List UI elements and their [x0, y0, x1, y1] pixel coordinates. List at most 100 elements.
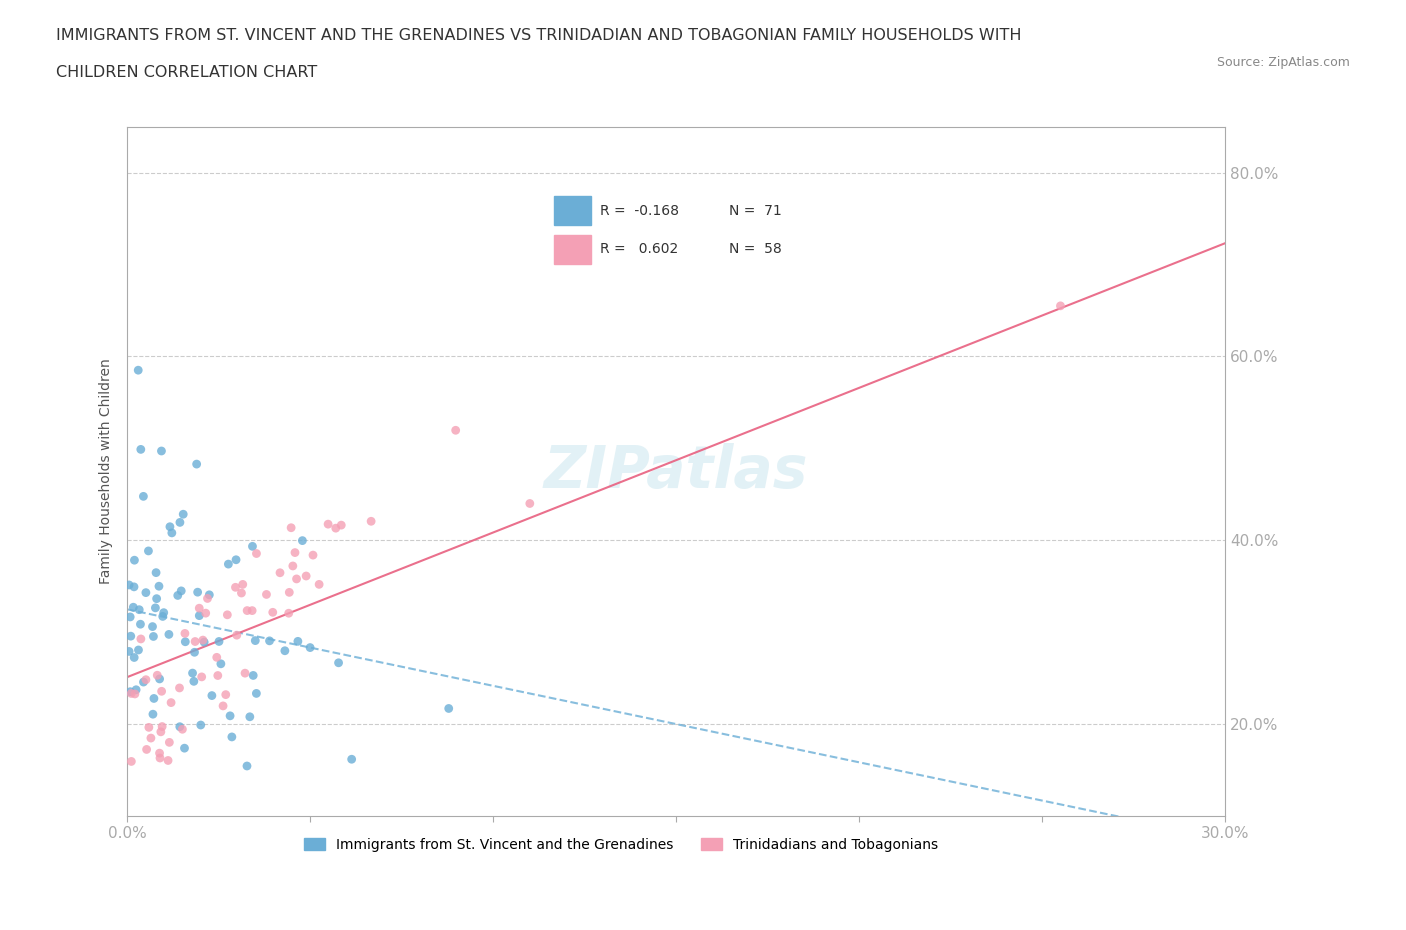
Point: [302, 548, 325, 563]
Point: [205, 650, 228, 665]
Point: [135, 672, 157, 687]
Point: [170, 583, 193, 598]
Point: [141, 619, 163, 634]
Point: [173, 740, 195, 755]
Point: [215, 687, 238, 702]
Point: [225, 628, 247, 643]
Point: [145, 565, 167, 580]
Point: [122, 650, 145, 665]
Point: [233, 666, 256, 681]
Point: [120, 754, 142, 769]
Point: [183, 644, 205, 659]
Point: [277, 605, 299, 620]
Point: [201, 688, 224, 703]
Point: [128, 603, 150, 618]
Point: [169, 681, 191, 696]
Point: [209, 657, 232, 671]
Point: [295, 568, 318, 583]
Point: [150, 719, 173, 734]
Point: [125, 683, 148, 698]
Point: [138, 543, 160, 558]
Point: [118, 578, 141, 592]
Point: [132, 489, 155, 504]
Point: [207, 668, 229, 683]
Point: [169, 719, 191, 734]
Point: [145, 591, 167, 606]
Point: [197, 591, 219, 605]
Point: [181, 666, 204, 681]
Point: [142, 629, 165, 644]
Point: [122, 600, 145, 615]
Point: [157, 735, 180, 750]
Point: [122, 579, 145, 594]
Point: [217, 557, 239, 572]
Point: [120, 609, 142, 624]
Point: [188, 608, 211, 623]
Point: [135, 585, 157, 600]
Point: [444, 423, 467, 438]
Point: [274, 644, 297, 658]
Point: [184, 634, 207, 649]
Point: [239, 710, 262, 724]
Point: [149, 751, 172, 765]
Point: [157, 627, 180, 642]
Point: [172, 507, 194, 522]
Point: [174, 626, 197, 641]
Point: [224, 580, 246, 595]
Point: [174, 634, 197, 649]
Point: [242, 538, 264, 553]
Point: [194, 605, 217, 620]
Point: [242, 668, 264, 683]
Point: [127, 643, 149, 658]
Point: [152, 609, 174, 624]
Point: [190, 670, 212, 684]
Point: [149, 724, 172, 739]
Point: [146, 668, 169, 683]
Point: [325, 521, 347, 536]
Point: [139, 731, 162, 746]
Point: [225, 552, 247, 567]
Point: [240, 604, 263, 618]
Point: [287, 634, 309, 649]
Point: [191, 632, 214, 647]
Point: [142, 707, 165, 722]
Point: [169, 515, 191, 530]
Point: [150, 444, 173, 458]
Point: [281, 559, 304, 574]
Point: [198, 588, 221, 603]
Point: [150, 684, 173, 698]
Point: [127, 363, 149, 378]
Point: [148, 746, 170, 761]
Point: [285, 572, 308, 587]
Point: [316, 517, 339, 532]
Point: [129, 442, 152, 457]
Point: [193, 634, 215, 649]
Point: [291, 533, 314, 548]
Point: [219, 709, 242, 724]
Point: [149, 671, 172, 686]
Point: [183, 674, 205, 689]
Point: [284, 545, 307, 560]
Point: [135, 742, 157, 757]
Point: [186, 457, 208, 472]
Point: [519, 496, 541, 511]
Point: [217, 607, 239, 622]
Point: [280, 520, 302, 535]
Text: CHILDREN CORRELATION CHART: CHILDREN CORRELATION CHART: [56, 65, 318, 80]
Point: [124, 686, 146, 701]
Point: [245, 633, 267, 648]
Point: [231, 586, 253, 601]
Point: [132, 674, 155, 689]
Point: [208, 634, 231, 649]
Point: [232, 577, 254, 591]
Point: [437, 701, 460, 716]
Point: [152, 605, 174, 620]
Point: [245, 686, 267, 701]
Point: [259, 633, 281, 648]
Point: [236, 604, 259, 618]
Point: [148, 578, 170, 593]
Point: [160, 525, 183, 540]
Point: [262, 604, 284, 619]
Point: [360, 514, 382, 529]
Point: [129, 617, 152, 631]
